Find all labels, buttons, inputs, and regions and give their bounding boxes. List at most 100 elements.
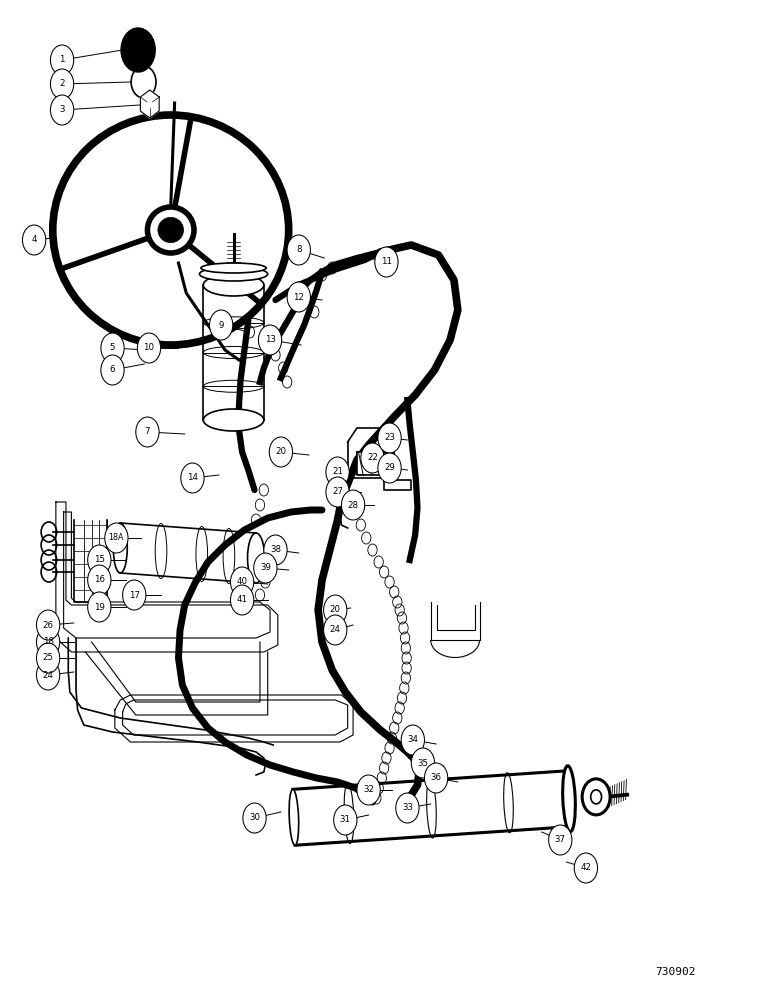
Circle shape <box>324 595 347 625</box>
Text: 32: 32 <box>363 786 374 794</box>
Circle shape <box>88 545 111 575</box>
Circle shape <box>357 775 380 805</box>
Polygon shape <box>140 90 159 118</box>
Text: 41: 41 <box>237 595 248 604</box>
Circle shape <box>105 523 128 553</box>
Circle shape <box>378 453 401 483</box>
Circle shape <box>341 490 365 520</box>
Circle shape <box>36 660 60 690</box>
Circle shape <box>549 825 572 855</box>
Text: 30: 30 <box>249 814 260 822</box>
Circle shape <box>36 610 60 640</box>
Text: 18A: 18A <box>109 534 124 542</box>
Ellipse shape <box>248 533 265 583</box>
Text: 4: 4 <box>31 235 37 244</box>
Circle shape <box>50 69 74 99</box>
Text: 42: 42 <box>580 863 591 872</box>
Text: 38: 38 <box>270 546 281 554</box>
Text: 5: 5 <box>109 344 116 353</box>
Ellipse shape <box>199 267 268 281</box>
Text: 9: 9 <box>219 320 223 330</box>
Ellipse shape <box>563 766 575 832</box>
Ellipse shape <box>158 217 183 243</box>
Circle shape <box>50 45 74 75</box>
Text: 24: 24 <box>330 626 341 635</box>
Text: 15: 15 <box>94 556 105 564</box>
Text: 7: 7 <box>144 428 151 436</box>
Text: 26: 26 <box>43 620 54 630</box>
Circle shape <box>361 443 384 473</box>
Circle shape <box>324 615 347 645</box>
Circle shape <box>243 803 266 833</box>
Text: 11: 11 <box>381 257 392 266</box>
Text: 19: 19 <box>94 602 105 611</box>
Circle shape <box>334 805 357 835</box>
Text: 17: 17 <box>129 590 140 599</box>
Text: 37: 37 <box>555 836 566 844</box>
Circle shape <box>121 28 155 72</box>
Text: 40: 40 <box>237 578 248 586</box>
Circle shape <box>574 853 598 883</box>
Text: 23: 23 <box>384 434 395 442</box>
Circle shape <box>264 535 287 565</box>
Circle shape <box>269 437 293 467</box>
Circle shape <box>23 225 46 255</box>
Circle shape <box>258 325 282 355</box>
Text: 12: 12 <box>293 292 304 302</box>
Circle shape <box>101 355 124 385</box>
Circle shape <box>287 282 310 312</box>
Text: 730902: 730902 <box>655 967 695 977</box>
Text: 33: 33 <box>402 804 413 812</box>
Text: 36: 36 <box>431 774 442 782</box>
Text: 2: 2 <box>59 80 65 89</box>
Text: 20: 20 <box>275 448 286 456</box>
Text: 28: 28 <box>348 500 359 510</box>
Ellipse shape <box>113 523 127 573</box>
Text: 18: 18 <box>43 638 54 647</box>
Circle shape <box>137 333 161 363</box>
Circle shape <box>50 95 74 125</box>
Ellipse shape <box>203 409 264 431</box>
Text: 6: 6 <box>109 365 116 374</box>
Text: 24: 24 <box>43 670 54 680</box>
Ellipse shape <box>201 263 266 273</box>
Circle shape <box>326 477 349 507</box>
Circle shape <box>401 725 424 755</box>
Circle shape <box>591 790 601 804</box>
Circle shape <box>254 553 277 583</box>
Text: 1: 1 <box>59 55 65 64</box>
Circle shape <box>36 643 60 673</box>
Text: 14: 14 <box>187 474 198 483</box>
Text: 21: 21 <box>332 468 343 477</box>
Text: 35: 35 <box>417 758 428 768</box>
Circle shape <box>326 457 349 487</box>
Text: 31: 31 <box>340 816 351 824</box>
Polygon shape <box>357 452 386 475</box>
Text: 39: 39 <box>260 564 271 572</box>
Circle shape <box>411 748 435 778</box>
Text: 16: 16 <box>94 576 105 584</box>
Circle shape <box>181 463 204 493</box>
Text: 8: 8 <box>296 245 302 254</box>
Ellipse shape <box>203 274 264 296</box>
Circle shape <box>36 627 60 657</box>
Text: 34: 34 <box>407 736 418 744</box>
Circle shape <box>136 417 159 447</box>
Ellipse shape <box>147 207 194 253</box>
Text: 22: 22 <box>367 454 378 462</box>
Circle shape <box>378 423 401 453</box>
Circle shape <box>424 763 448 793</box>
Text: 20: 20 <box>330 605 341 614</box>
Text: 3: 3 <box>59 105 65 114</box>
Text: 10: 10 <box>144 344 154 353</box>
Circle shape <box>210 310 233 340</box>
Text: 27: 27 <box>332 488 343 496</box>
Circle shape <box>396 793 419 823</box>
Circle shape <box>287 235 310 265</box>
Ellipse shape <box>289 789 299 845</box>
Circle shape <box>88 592 111 622</box>
Text: 25: 25 <box>43 654 54 662</box>
Circle shape <box>582 779 610 815</box>
Circle shape <box>101 333 124 363</box>
Circle shape <box>88 565 111 595</box>
